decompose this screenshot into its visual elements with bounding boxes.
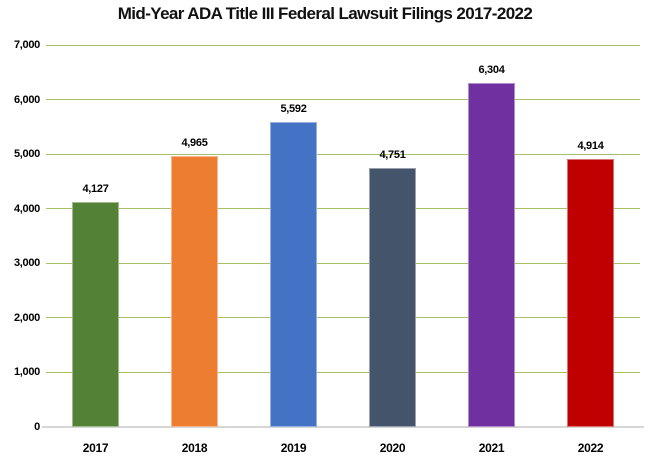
xtick-label-2019: 2019 <box>280 441 307 455</box>
bar-2021 <box>468 83 515 427</box>
ytick-label-4000: 4,000 <box>13 202 40 215</box>
gridline-6000 <box>46 99 640 101</box>
ytick-label-0: 0 <box>34 421 40 433</box>
bar-value-label-2019: 5,592 <box>280 103 307 115</box>
gridline-2000 <box>46 317 640 319</box>
bar-2020 <box>369 168 416 427</box>
plot-area: 4,127 4,965 5,592 4,751 6,304 4,914 <box>42 44 644 428</box>
chart-title: Mid-Year ADA Title III Federal Lawsuit F… <box>117 4 533 23</box>
xtick-label-2020: 2020 <box>379 441 406 455</box>
ytick-label-3000: 3,000 <box>13 257 40 270</box>
xtick-label-2021: 2021 <box>478 441 505 455</box>
bar-value-label-2020: 4,751 <box>379 149 406 161</box>
xtick-label-2017: 2017 <box>82 441 109 455</box>
xtick-label-2018: 2018 <box>181 441 208 455</box>
bar-value-label-2018: 4,965 <box>181 137 208 149</box>
gridline-3000 <box>46 262 640 264</box>
bar-2022 <box>567 159 614 427</box>
ytick-label-5000: 5,000 <box>13 148 40 161</box>
x-axis-line <box>42 426 644 428</box>
ytick-label-2000: 2,000 <box>13 311 40 324</box>
ytick-label-6000: 6,000 <box>13 93 40 106</box>
bar-2017 <box>72 202 119 427</box>
bar-value-label-2017: 4,127 <box>82 183 109 195</box>
bar-2019 <box>270 122 317 427</box>
gridline-4000 <box>46 208 640 210</box>
gridline-5000 <box>46 153 640 155</box>
ytick-label-7000: 7,000 <box>13 39 40 51</box>
bar-value-label-2022: 4,914 <box>577 140 604 152</box>
bar-2018 <box>171 156 218 427</box>
gridline-1000 <box>46 371 640 373</box>
bar-value-label-2021: 6,304 <box>478 64 505 76</box>
ytick-label-1000: 1,000 <box>13 366 40 379</box>
gridline-7000 <box>46 44 640 46</box>
xtick-label-2022: 2022 <box>577 441 604 455</box>
